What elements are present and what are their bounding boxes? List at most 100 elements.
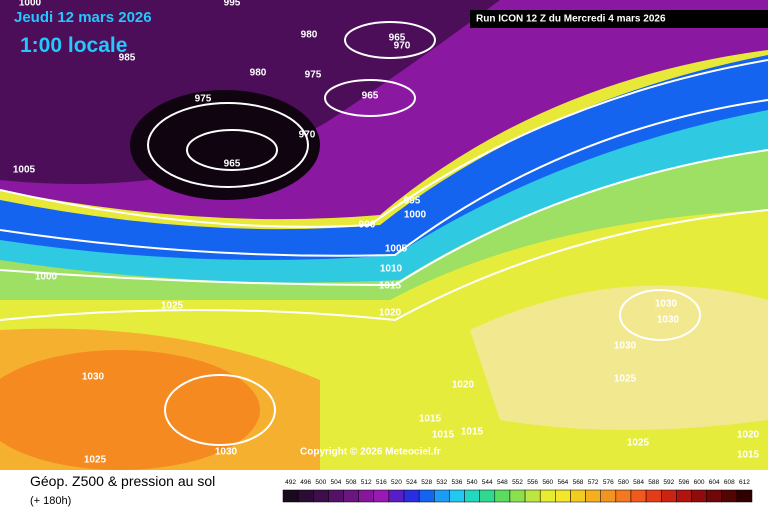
isobar-label: 1030 (655, 299, 678, 310)
legend-swatch (388, 489, 405, 503)
legend-tick-label: 564 (557, 479, 568, 486)
isobar-label: 1025 (627, 438, 650, 449)
isobar-label: 980 (301, 30, 318, 41)
isobar-label: 1030 (215, 447, 238, 458)
isobar (147, 102, 309, 188)
isobar (186, 129, 278, 171)
legend-tick-label: 572 (588, 479, 599, 486)
legend-tick-label: 612 (739, 479, 750, 486)
isobar-label: 970 (299, 130, 316, 141)
isobar (0, 99, 768, 257)
legend-tick-label: 540 (467, 479, 478, 486)
isobar-label: 1005 (385, 244, 408, 255)
legend-tick-label: 560 (542, 479, 553, 486)
legend-swatch (403, 489, 420, 503)
legend-tick-label: 492 (285, 479, 296, 486)
run-info: Run ICON 12 Z du Mercredi 4 mars 2026 (476, 14, 666, 25)
isobar-label: 1015 (419, 414, 442, 425)
legend-swatch (660, 489, 677, 503)
legend-swatch (494, 489, 511, 503)
isobar-label: 985 (119, 53, 136, 64)
legend-tick-label: 504 (331, 479, 342, 486)
legend-swatch (676, 489, 692, 503)
isobar-label: 1020 (379, 308, 402, 319)
legend-tick-label: 508 (346, 479, 357, 486)
isobar-label: 1010 (380, 264, 403, 275)
legend-swatch (721, 489, 738, 503)
isobar-label: 1005 (13, 165, 36, 176)
legend-swatch (434, 489, 450, 503)
orange-core (0, 350, 260, 470)
legend-swatch (509, 489, 526, 503)
legend-swatch (555, 489, 571, 503)
legend-tick-label: 552 (512, 479, 523, 486)
legend-tick-label: 592 (663, 479, 674, 486)
isobar-label: 970 (394, 41, 411, 52)
legend-tick-label: 588 (648, 479, 659, 486)
legend-swatch (585, 489, 601, 503)
isobar-label: 1025 (84, 455, 107, 466)
legend: 492 496 500 504 508 512 516 520 524 528 532 536 540 5… (282, 479, 753, 503)
isobar (324, 79, 416, 117)
legend-tick-label: 532 (436, 479, 447, 486)
legend-tick-label: 580 (618, 479, 629, 486)
isobar-label: 1015 (432, 430, 455, 441)
legend-swatch (418, 489, 435, 503)
isobar-label: 1020 (737, 430, 760, 441)
legend-tick-label: 556 (527, 479, 538, 486)
isobar-label: 965 (389, 33, 406, 44)
copyright: Copyright © 2026 Meteociel.fr (300, 447, 441, 458)
isobar-label: 1025 (614, 374, 637, 385)
isobar-label: 1030 (82, 372, 105, 383)
legend-swatch (736, 489, 753, 503)
legend-tick-label: 600 (694, 479, 705, 486)
legend-swatch (328, 489, 344, 503)
forecast-date: Jeudi 12 mars 2026 (14, 9, 152, 26)
legend-swatch (706, 489, 722, 503)
legend-tick-label: 524 (406, 479, 417, 486)
legend-swatch (297, 489, 314, 503)
isobar (0, 209, 768, 322)
legend-tick-label: 576 (603, 479, 614, 486)
isobar (0, 59, 768, 228)
isobar-label: 990 (359, 220, 376, 231)
legend-swatch (464, 489, 480, 503)
legend-tick-label: 536 (452, 479, 463, 486)
legend-swatch (373, 489, 390, 503)
legend-swatch (358, 489, 375, 503)
forecast-time: 1:00 locale (20, 34, 127, 57)
legend-swatch (313, 489, 329, 503)
legend-swatch (449, 489, 465, 503)
legend-swatch (600, 489, 617, 503)
legend-tick-label: 584 (633, 479, 644, 486)
isobar-label: 1000 (404, 210, 427, 221)
legend-tick-label: 512 (361, 479, 372, 486)
isobar (0, 149, 768, 287)
isobar (164, 374, 276, 446)
isobar-label: 965 (362, 91, 379, 102)
isobar-label: 1015 (379, 281, 402, 292)
legend-swatch (539, 489, 556, 503)
legend-tick-label: 516 (376, 479, 387, 486)
isobar-label: 975 (195, 94, 212, 105)
legend-swatch (645, 489, 662, 503)
isobar-label: 1015 (737, 450, 760, 461)
isobar-label: 1000 (19, 0, 42, 9)
legend-tick-label: 548 (497, 479, 508, 486)
isobar-label: 995 (224, 0, 241, 9)
legend-swatch (343, 489, 359, 503)
isobar-label: 1000 (35, 272, 58, 283)
legend-tick-label: 608 (724, 479, 735, 486)
legend-tick-label: 528 (421, 479, 432, 486)
legend-tick-label: 496 (300, 479, 311, 486)
legend-tick-label: 544 (482, 479, 493, 486)
isobar-label: 1030 (614, 341, 637, 352)
isobar (619, 289, 701, 341)
isobar-label: 995 (404, 196, 421, 207)
isobar-label: 965 (224, 159, 241, 170)
isobar-label: 980 (250, 68, 267, 79)
legend-swatch (524, 489, 541, 503)
